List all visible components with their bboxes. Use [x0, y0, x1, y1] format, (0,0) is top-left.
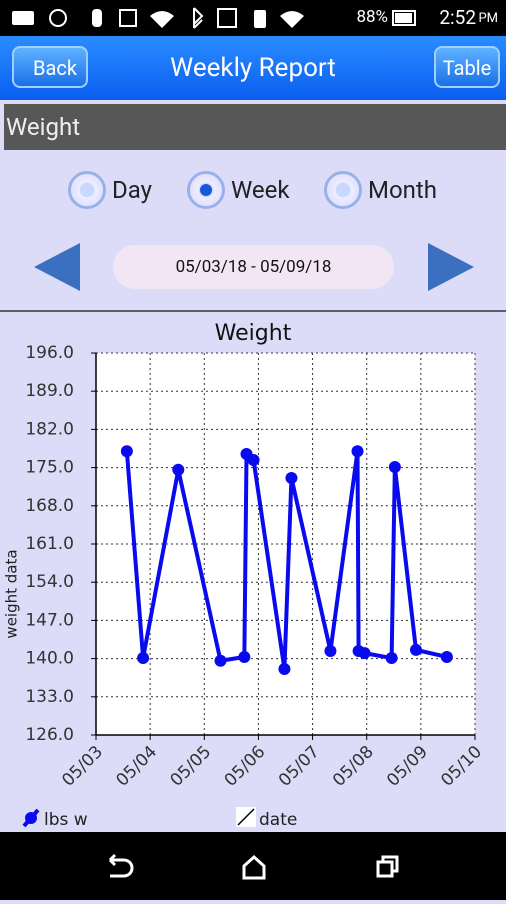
table-button[interactable]: Table — [434, 46, 500, 88]
y-tick-label: 189.0 — [25, 381, 74, 401]
data-point — [358, 647, 371, 660]
y-tick-label: 126.0 — [25, 725, 74, 745]
data-point — [388, 461, 401, 474]
y-tick-label: 161.0 — [25, 534, 74, 554]
back-nav[interactable] — [108, 853, 134, 878]
y-tick-label: 140.0 — [25, 649, 74, 669]
legend-swatch — [25, 812, 37, 824]
data-point — [238, 650, 251, 663]
data-point — [137, 652, 150, 665]
nav-arrows — [34, 243, 474, 291]
back-button[interactable]: Back — [12, 46, 88, 88]
battery-level: 88% — [356, 7, 388, 27]
radio-button[interactable] — [324, 171, 362, 209]
prev-arrow[interactable] — [34, 243, 80, 291]
y-tick-label: 133.0 — [25, 687, 74, 707]
data-point — [285, 471, 298, 484]
data-point — [351, 445, 364, 458]
nav-icons — [108, 853, 399, 880]
data-point — [409, 643, 422, 656]
x-tick-label: 05/05 — [167, 742, 216, 791]
battery-icon — [392, 10, 416, 26]
x-tick-label: 05/06 — [221, 742, 270, 791]
next-arrow[interactable] — [428, 243, 474, 291]
y-tick-label: 196.0 — [25, 343, 74, 363]
legend-label: date — [259, 810, 297, 830]
y-tick-label: 175.0 — [25, 458, 74, 478]
radio-week[interactable]: Week — [187, 168, 290, 212]
legend-label: lbs w — [44, 810, 88, 830]
status-bar: 88% 2:52 PM — [0, 0, 506, 36]
y-axis-label: weight data — [3, 549, 21, 638]
page-title: Weekly Report — [170, 53, 336, 83]
x-tick-label: 05/10 — [437, 742, 486, 791]
clock: 2:52 — [439, 6, 476, 29]
header: Back Weekly Report Table — [0, 36, 506, 100]
section-title: Weight — [4, 104, 506, 150]
radio-label: Month — [368, 176, 437, 204]
x-tick-label: 05/03 — [58, 742, 107, 791]
data-point — [385, 652, 398, 665]
data-point — [120, 445, 133, 458]
x-tick-label: 05/08 — [329, 742, 378, 791]
radio-month[interactable]: Month — [324, 168, 437, 212]
recents-nav[interactable] — [376, 855, 399, 878]
y-tick-label: 182.0 — [25, 419, 74, 439]
legend-swatch — [237, 808, 255, 826]
data-point — [214, 654, 227, 667]
radio-button[interactable] — [68, 171, 106, 209]
data-point — [278, 662, 291, 675]
nav-bar — [0, 832, 506, 900]
y-tick-label: 147.0 — [25, 610, 74, 630]
x-tick-label: 05/07 — [275, 742, 324, 791]
date-range: 05/03/18 - 05/09/18 — [113, 245, 394, 289]
data-point — [440, 650, 453, 663]
data-point — [172, 463, 185, 476]
x-tick-label: 05/09 — [383, 742, 432, 791]
status-icons — [12, 7, 304, 29]
clock-ampm: PM — [478, 11, 498, 26]
y-tick-label: 154.0 — [25, 572, 74, 592]
data-point — [324, 644, 337, 657]
radio-label: Day — [112, 176, 152, 204]
y-tick-label: 168.0 — [25, 496, 74, 516]
x-tick-label: 05/04 — [112, 742, 161, 791]
radio-label: Week — [231, 176, 290, 204]
chart: Weight weight data 126.0 133.0 140.0 147.0 1… — [0, 310, 506, 830]
chart-title: Weight — [215, 321, 292, 346]
home-nav[interactable] — [242, 854, 266, 880]
radio-day[interactable]: Day — [68, 168, 152, 212]
data-point — [247, 453, 260, 466]
radio-button[interactable] — [187, 171, 225, 209]
